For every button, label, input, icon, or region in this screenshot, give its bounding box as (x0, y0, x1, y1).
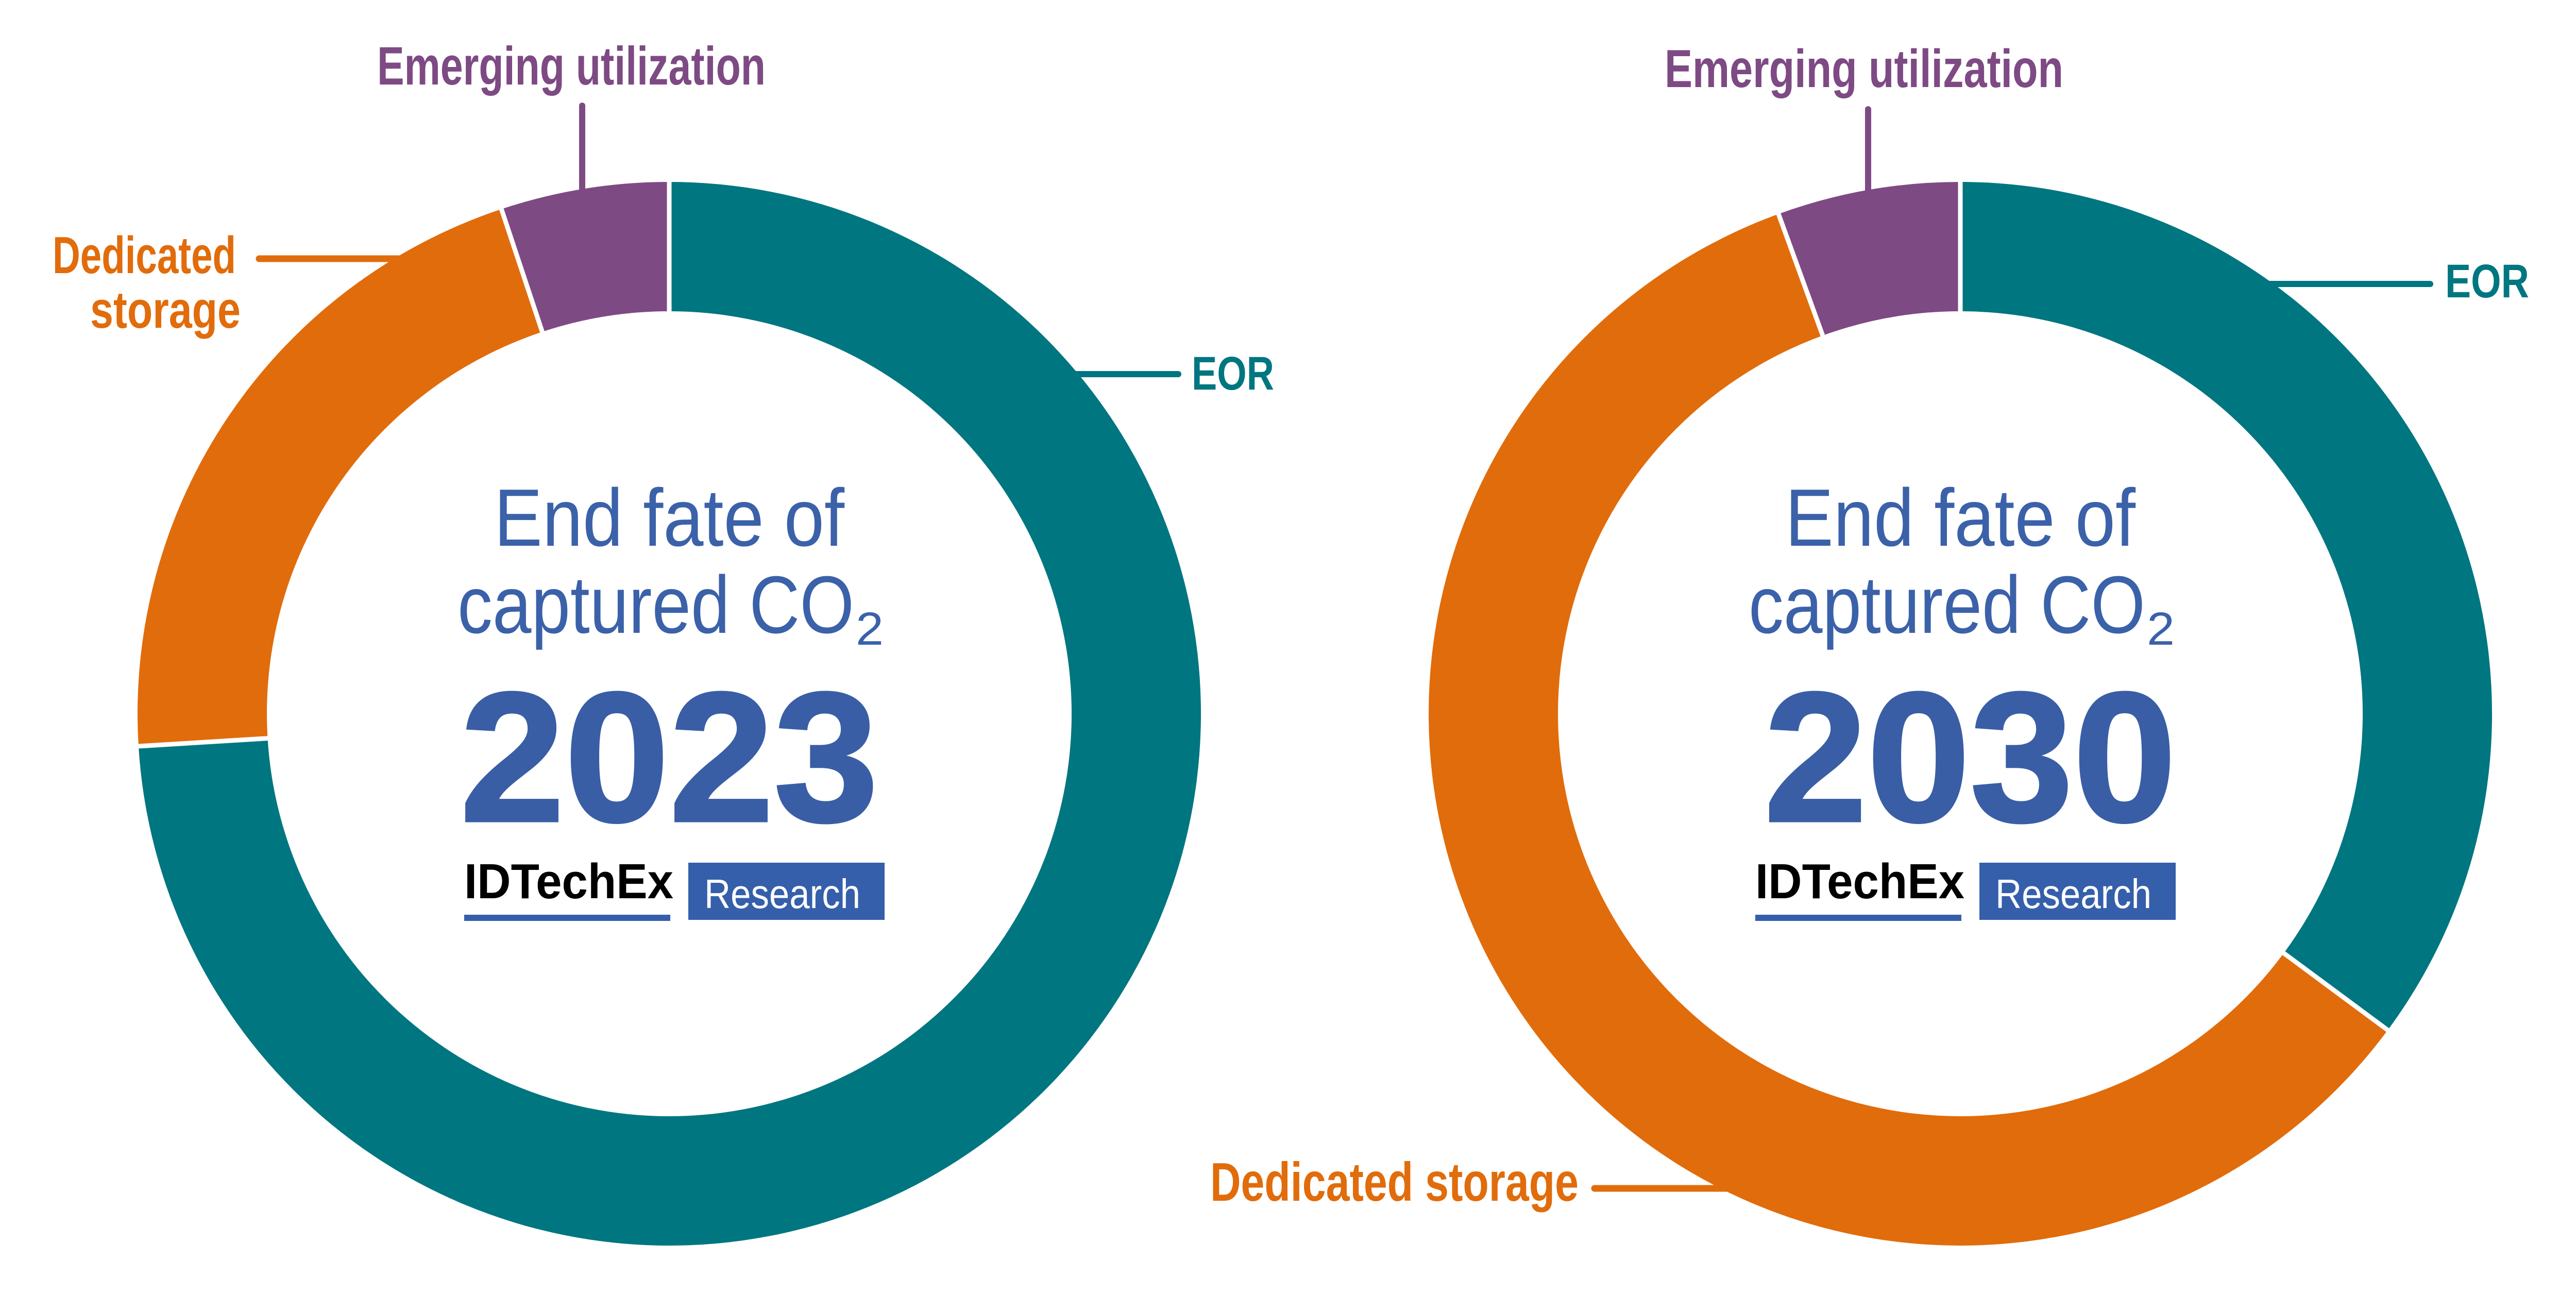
svg-text:Emerging utilization: Emerging utilization (377, 36, 766, 96)
svg-text:Dedicated: Dedicated (53, 227, 236, 284)
svg-text:Dedicated storage: Dedicated storage (1210, 1152, 1579, 1213)
svg-text:captured CO: captured CO (457, 560, 854, 650)
svg-text:2: 2 (2147, 603, 2175, 655)
svg-text:EOR: EOR (2445, 255, 2529, 308)
svg-text:storage: storage (90, 281, 241, 339)
svg-text:2: 2 (856, 603, 884, 655)
svg-text:Research: Research (1995, 871, 2151, 917)
svg-text:IDTechEx: IDTechEx (464, 854, 673, 909)
svg-text:2023: 2023 (460, 654, 878, 860)
svg-text:Emerging utilization: Emerging utilization (1665, 39, 2063, 99)
svg-text:captured CO: captured CO (1749, 560, 2145, 650)
svg-text:End fate of: End fate of (1785, 473, 2136, 563)
svg-text:EOR: EOR (1192, 347, 1274, 400)
svg-text:Research: Research (704, 871, 860, 917)
svg-text:End fate of: End fate of (494, 473, 845, 563)
svg-text:2030: 2030 (1764, 654, 2176, 860)
svg-text:IDTechEx: IDTechEx (1755, 854, 1964, 909)
